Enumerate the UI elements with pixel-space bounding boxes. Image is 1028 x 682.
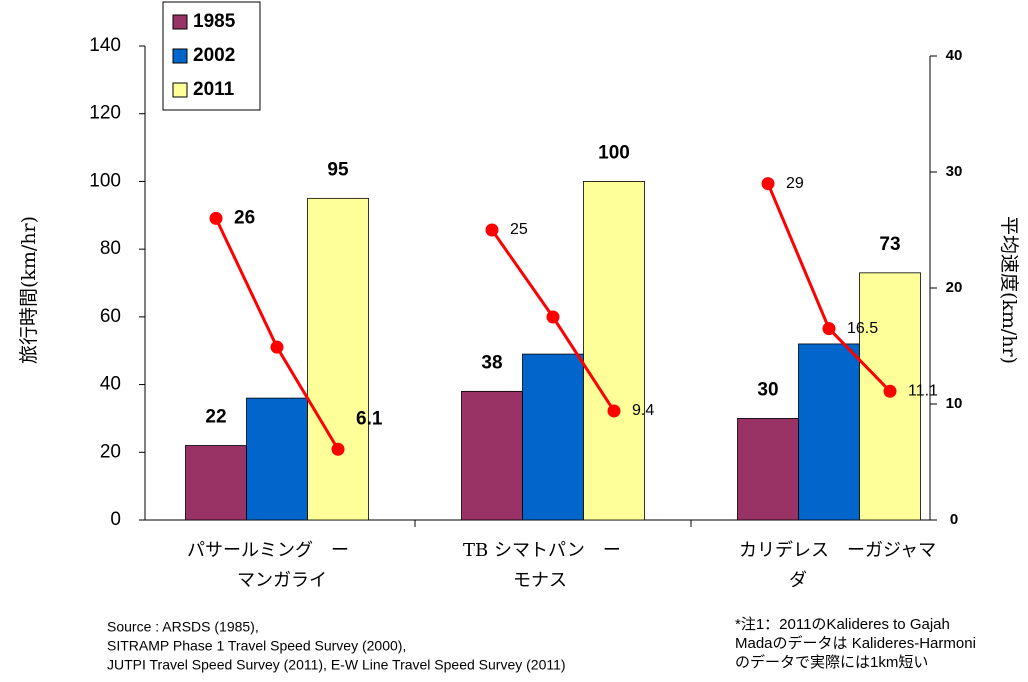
note-text: *注1：2011のKalideres to Gajah [735,616,950,633]
bar [185,445,247,521]
speed-label: 9.4 [632,402,654,419]
bar [583,181,645,521]
x-tick-label: モナス [513,570,567,591]
legend-swatch [172,48,188,64]
bar [522,353,584,521]
bar [307,197,369,521]
y-tick-label: 0 [110,509,121,530]
data-label: 38 [481,352,502,373]
bar [798,343,860,521]
y-tick-label: 120 [89,103,121,124]
y-tick-label: 80 [100,238,121,259]
bar [246,397,308,521]
x-tick-label: マンガライ [237,570,327,591]
speed-label: 25 [510,221,528,238]
x-tick-label: カリデレス ーガジャマ [739,540,936,561]
y-tick-label: 100 [89,170,121,191]
legend-label: 2011 [193,79,235,100]
data-label: 100 [598,142,630,163]
note-text: Madaのデータは Kalideres-Harmoni [735,634,976,652]
speed-label: 16.5 [847,320,878,337]
y2-tick-label: 40 [946,47,963,64]
data-label: 30 [757,379,778,400]
speed-point [270,340,284,354]
y2-tick-label: 20 [946,279,963,296]
speed-point [331,442,345,456]
speed-label: 29 [786,175,804,192]
y-tick-label: 40 [100,374,121,395]
speed-point [761,177,775,191]
y-tick-label: 140 [89,35,121,56]
note-text: のデータで実際には1km短い [735,653,928,671]
y2-tick-label: 30 [946,163,963,180]
bar [737,418,799,521]
speed-point [883,384,897,398]
x-tick-label: TB シマトパン ー [463,540,621,561]
bar [461,390,523,521]
y2-tick-label: 0 [950,511,958,528]
x-tick-label: ダ [789,570,807,591]
legend-label: 2002 [193,45,235,66]
data-label: 73 [879,234,900,255]
speed-label: 26 [234,207,255,228]
source-text: SITRAMP Phase 1 Travel Speed Survey (200… [107,638,406,654]
y2-axis-label: 平均速度(km/hr) [998,216,1020,364]
source-text: JUTPI Travel Speed Survey (2011), E-W Li… [107,657,566,673]
speed-label: 6.1 [356,408,383,429]
speed-point [546,310,560,324]
x-tick-label: パサールミング ー [187,540,349,561]
speed-point [209,211,223,225]
legend-swatch [172,14,188,30]
speed-label: 11.1 [908,382,938,399]
legend-swatch [172,82,188,98]
y-tick-label: 60 [100,306,121,327]
speed-point [822,322,836,336]
data-label: 22 [205,407,226,428]
speed-point [607,404,621,418]
y-tick-label: 20 [100,441,121,462]
legend-label: 1985 [193,11,236,32]
source-text: Source : ARSDS (1985), [107,619,259,635]
y-axis-label: 旅行時間(km/hr) [18,216,40,364]
speed-point [485,223,499,237]
data-label: 95 [327,159,349,180]
y2-tick-label: 10 [946,395,963,412]
